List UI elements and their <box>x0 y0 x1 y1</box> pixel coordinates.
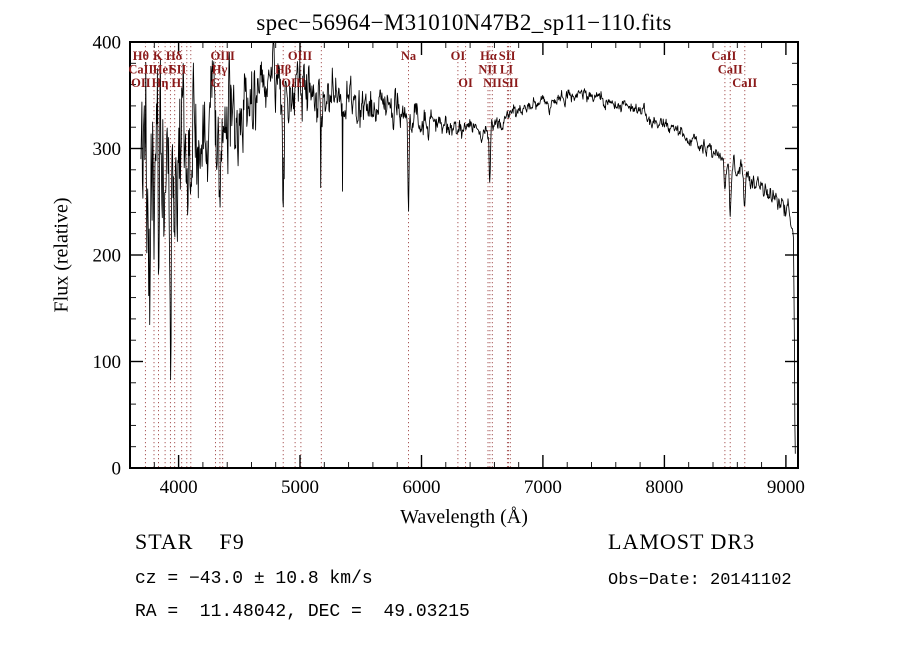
svg-text:Hβ: Hβ <box>275 63 292 77</box>
spectral-marker-lines <box>144 42 746 468</box>
x-axis-label: Wavelength (Å) <box>400 506 528 528</box>
spectrum-trace <box>140 42 796 454</box>
svg-text:OIII: OIII <box>281 76 305 90</box>
svg-text:CaII: CaII <box>718 63 743 77</box>
svg-text:OII: OII <box>131 76 151 90</box>
svg-text:HeI: HeI <box>153 63 173 77</box>
svg-text:100: 100 <box>93 352 122 373</box>
svg-text:K: K <box>153 49 163 63</box>
svg-text:Hα: Hα <box>480 49 497 63</box>
svg-text:4000: 4000 <box>160 477 198 498</box>
cz-velocity-text: cz = −43.0 ± 10.8 km/s <box>135 569 373 589</box>
svg-text:OI: OI <box>451 49 466 63</box>
svg-text:Hγ: Hγ <box>212 63 228 77</box>
svg-text:NII: NII <box>483 76 502 90</box>
svg-text:Hδ: Hδ <box>166 49 183 63</box>
svg-text:7000: 7000 <box>524 477 562 498</box>
svg-text:6000: 6000 <box>403 477 441 498</box>
obs-date-text: Obs−Date: 20141102 <box>608 571 792 590</box>
svg-text:SII: SII <box>170 63 187 77</box>
svg-text:SII: SII <box>499 49 516 63</box>
svg-text:200: 200 <box>93 246 122 267</box>
svg-text:Hθ: Hθ <box>133 49 149 63</box>
svg-text:9000: 9000 <box>767 477 805 498</box>
svg-text:CaII: CaII <box>711 49 736 63</box>
svg-text:300: 300 <box>93 139 122 160</box>
axis-ticks: 4000 5000 6000 7000 8000 9000 0 100 200 300 400 <box>93 33 805 499</box>
y-axis-label: Flux (relative) <box>50 197 73 313</box>
classification-text: STAR F9 <box>135 529 245 554</box>
svg-text:OI: OI <box>458 76 473 90</box>
svg-text:8000: 8000 <box>645 477 683 498</box>
svg-text:Hη: Hη <box>152 76 169 90</box>
coordinates-text: RA = 11.48042, DEC = 49.03215 <box>135 602 470 622</box>
plot-box <box>129 41 799 469</box>
svg-text:LI: LI <box>500 63 513 77</box>
svg-text:0: 0 <box>112 459 122 480</box>
svg-text:CaII: CaII <box>128 63 153 77</box>
svg-text:OIII: OIII <box>211 49 235 63</box>
svg-text:H: H <box>171 76 181 90</box>
figure-title: spec−56964−M31010N47B2_sp11−110.fits <box>256 10 672 35</box>
svg-text:400: 400 <box>93 33 122 54</box>
svg-text:Na: Na <box>401 49 417 63</box>
svg-text:NII: NII <box>478 63 497 77</box>
survey-text: LAMOST DR3 <box>608 529 756 554</box>
svg-text:G: G <box>211 76 221 90</box>
svg-text:OIII: OIII <box>288 49 312 63</box>
svg-text:5000: 5000 <box>281 477 319 498</box>
svg-text:CaII: CaII <box>732 76 757 90</box>
svg-text:SII: SII <box>502 76 519 90</box>
